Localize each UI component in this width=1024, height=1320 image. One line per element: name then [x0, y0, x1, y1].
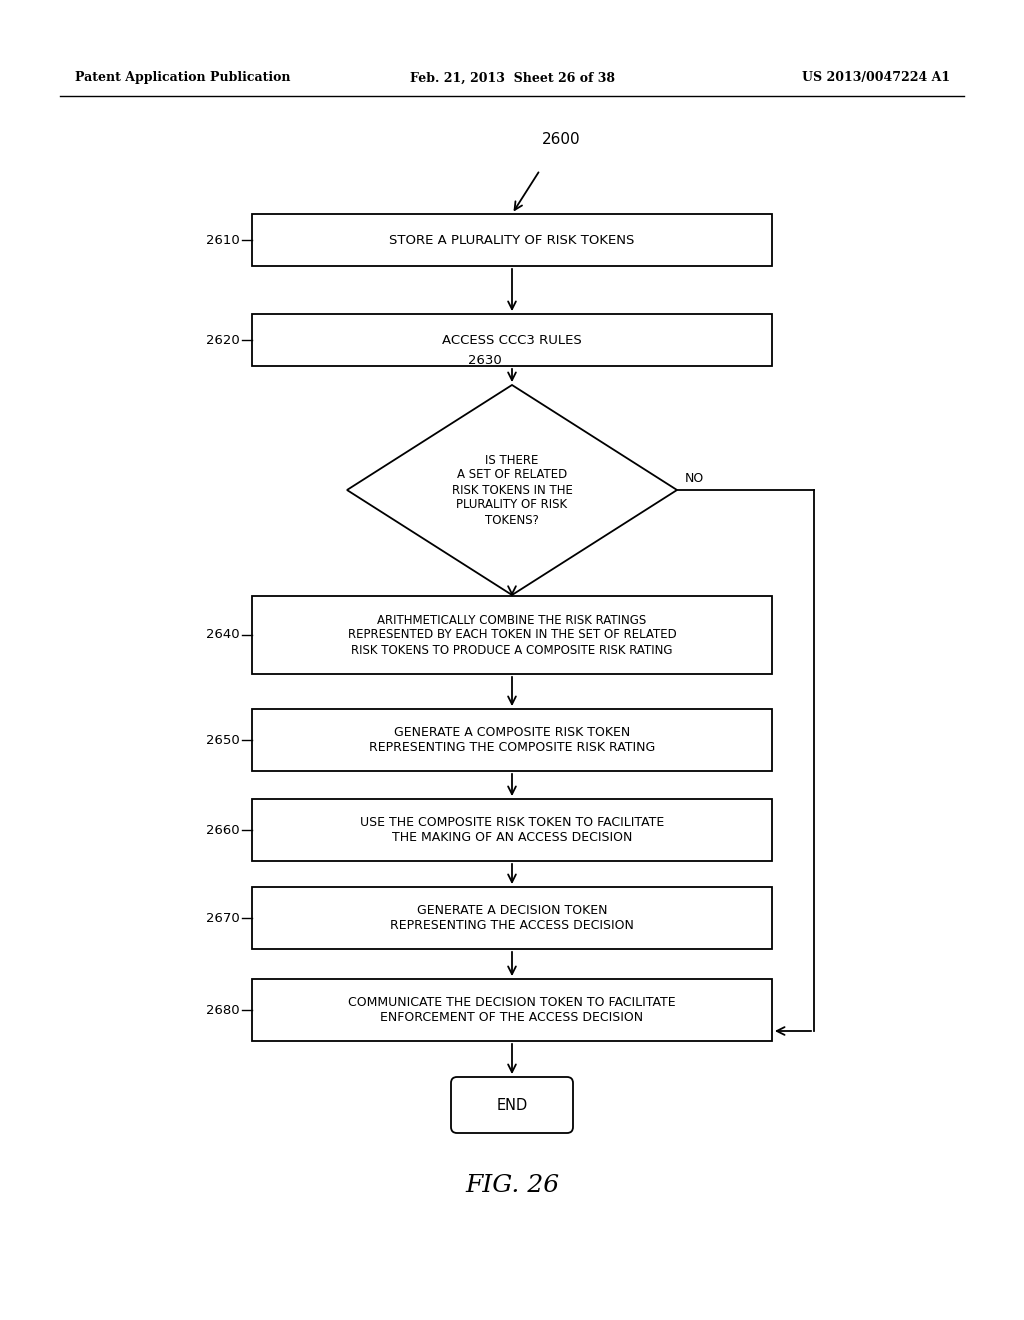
Text: 2670: 2670	[206, 912, 240, 924]
Text: 2660: 2660	[207, 824, 240, 837]
Text: STORE A PLURALITY OF RISK TOKENS: STORE A PLURALITY OF RISK TOKENS	[389, 234, 635, 247]
Text: 2620: 2620	[206, 334, 240, 346]
Bar	[252, 314, 772, 366]
Bar	[252, 597, 772, 675]
Text: 2650: 2650	[206, 734, 240, 747]
Polygon shape	[347, 385, 677, 595]
Text: 2630: 2630	[468, 354, 502, 367]
FancyBboxPatch shape	[451, 1077, 573, 1133]
Text: 2600: 2600	[542, 132, 581, 147]
Text: IS THERE
A SET OF RELATED
RISK TOKENS IN THE
PLURALITY OF RISK
TOKENS?: IS THERE A SET OF RELATED RISK TOKENS IN…	[452, 454, 572, 527]
Text: FIG. 26: FIG. 26	[465, 1173, 559, 1196]
Text: USE THE COMPOSITE RISK TOKEN TO FACILITATE
THE MAKING OF AN ACCESS DECISION: USE THE COMPOSITE RISK TOKEN TO FACILITA…	[359, 816, 665, 843]
Text: 2680: 2680	[207, 1003, 240, 1016]
Text: YES: YES	[520, 601, 544, 614]
Text: GENERATE A DECISION TOKEN
REPRESENTING THE ACCESS DECISION: GENERATE A DECISION TOKEN REPRESENTING T…	[390, 904, 634, 932]
Text: ACCESS CCC3 RULES: ACCESS CCC3 RULES	[442, 334, 582, 346]
Bar	[252, 799, 772, 861]
Text: US 2013/0047224 A1: US 2013/0047224 A1	[802, 71, 950, 84]
Text: 2610: 2610	[206, 234, 240, 247]
Text: NO: NO	[685, 473, 705, 484]
Bar	[252, 887, 772, 949]
Text: Patent Application Publication: Patent Application Publication	[75, 71, 291, 84]
Text: COMMUNICATE THE DECISION TOKEN TO FACILITATE
ENFORCEMENT OF THE ACCESS DECISION: COMMUNICATE THE DECISION TOKEN TO FACILI…	[348, 997, 676, 1024]
Text: GENERATE A COMPOSITE RISK TOKEN
REPRESENTING THE COMPOSITE RISK RATING: GENERATE A COMPOSITE RISK TOKEN REPRESEN…	[369, 726, 655, 754]
Text: ARITHMETICALLY COMBINE THE RISK RATINGS
REPRESENTED BY EACH TOKEN IN THE SET OF : ARITHMETICALLY COMBINE THE RISK RATINGS …	[347, 614, 677, 656]
Bar	[252, 214, 772, 267]
Text: END: END	[497, 1097, 527, 1113]
Text: Feb. 21, 2013  Sheet 26 of 38: Feb. 21, 2013 Sheet 26 of 38	[410, 71, 614, 84]
Bar	[252, 979, 772, 1041]
Bar	[252, 709, 772, 771]
Text: 2640: 2640	[207, 628, 240, 642]
